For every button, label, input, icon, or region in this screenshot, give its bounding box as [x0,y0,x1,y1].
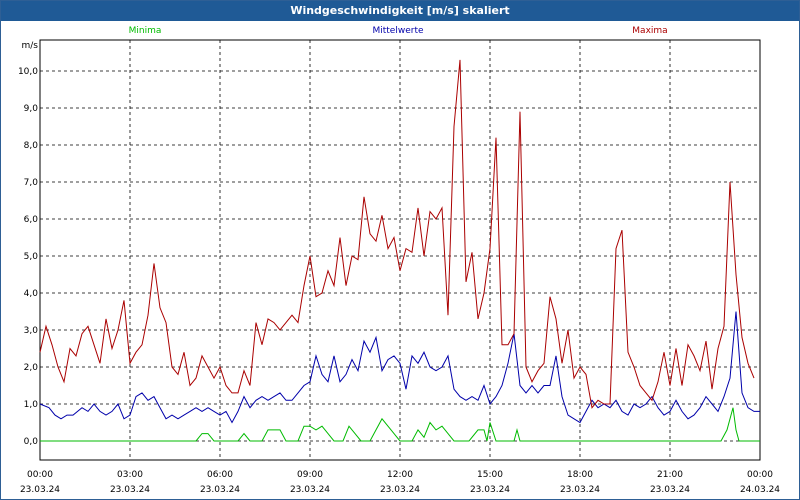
y-tick-label: 10,0 [18,67,38,77]
series-line-minima [40,407,760,442]
y-tick-label: 1,0 [24,400,39,410]
y-tick-label: 5,0 [24,252,39,262]
x-tick-time: 00:00 [27,470,53,480]
legend-maxima: Maxima [632,26,667,36]
x-tick-time: 21:00 [657,470,683,480]
legend-minima: Minima [129,26,162,36]
series-lines [39,59,760,442]
legend-mittelwerte: Mittelwerte [372,26,423,36]
x-tick-time: 00:00 [747,470,773,480]
y-tick-label: 3,0 [24,326,39,336]
legend: Minima Mittelwerte Maxima [129,26,668,36]
x-tick-time: 06:00 [207,470,233,480]
x-tick-date: 23.03.24 [380,485,420,495]
y-tick-label: 7,0 [24,178,39,188]
y-tick-label: 0,0 [24,437,39,447]
y-tick-label: 2,0 [24,363,39,373]
x-tick-time: 09:00 [297,470,323,480]
x-tick-time: 18:00 [567,470,593,480]
x-tick-date: 23.03.24 [650,485,690,495]
x-tick-date: 23.03.24 [20,485,60,495]
x-tick-time: 15:00 [477,470,503,480]
x-tick-time: 03:00 [117,470,143,480]
series-line-maxima [39,59,755,409]
y-axis-unit: m/s [22,41,39,51]
x-axis-ticks: 00:00 23.03.24 03:00 23.03.24 06:00 23.03.24 0… [20,470,780,495]
y-tick-label: 9,0 [24,104,39,114]
x-tick-date: 23.03.24 [560,485,600,495]
y-axis-ticks: 0,0 1,0 2,0 3,0 4,0 5,0 6,0 7,0 8,0 9,0 10,0 [18,67,38,447]
y-tick-label: 6,0 [24,215,39,225]
x-tick-date: 23.03.24 [200,485,240,495]
x-tick-date: 23.03.24 [290,485,330,495]
y-tick-label: 4,0 [24,289,39,299]
x-tick-date: 24.03.24 [740,485,780,495]
y-tick-label: 8,0 [24,141,39,151]
window-title: Windgeschwindigkeit [m/s] skaliert [1,1,799,21]
x-tick-time: 12:00 [387,470,413,480]
x-tick-date: 23.03.24 [110,485,150,495]
series-line-mittelwerte [39,311,760,424]
x-tick-date: 23.03.24 [470,485,510,495]
